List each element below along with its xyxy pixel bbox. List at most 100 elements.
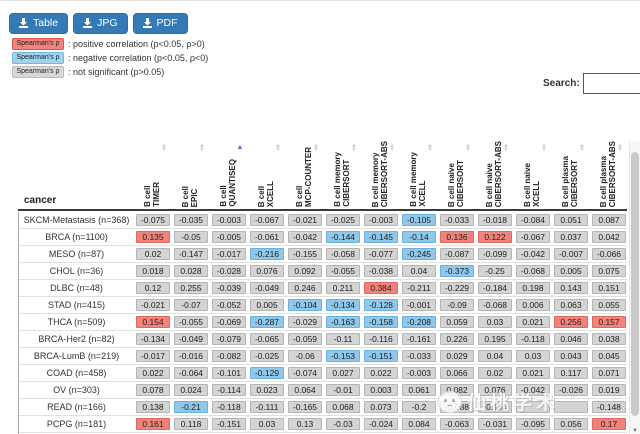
table-row[interactable]: DLBC (n=48) 0.12 0.255 -0.039 -0.049 0.246 0.2… [19,280,627,297]
table-row[interactable]: BRCA-Her2 (n=82) -0.134 -0.049 -0.079 -0.065… [19,331,627,348]
correlation-cell: 0.076 [478,384,512,396]
correlation-cell: -0.024 [364,418,398,430]
correlation-cell: 0.022 [136,367,170,379]
correlation-cell: 0.075 [592,265,626,277]
column-header-epic[interactable]: B cell EPIC [173,186,207,207]
column-header-label: B cell memory CIBERSORT [333,152,351,207]
correlation-cell: 0.005 [250,299,284,311]
table-row[interactable]: MESO (n=87) 0.02 -0.147 -0.017 -0.216 -0.155-… [19,246,627,263]
correlation-cell: -0.075 [136,214,170,226]
correlation-cell: -0.064 [174,367,208,379]
correlation-cell: 0.018 [136,265,170,277]
correlation-cell: 0.12 [136,282,170,294]
correlation-cell: 0.076 [250,265,284,277]
correlation-cell: -0.055 [174,316,208,328]
column-header-xcell[interactable]: B cell XCELL [249,181,283,207]
column-header-timer[interactable]: B cell TIMER [135,182,169,207]
sort-icon[interactable]: ▲ ▼ [275,143,281,153]
export-jpg-button[interactable]: JPG [73,13,128,34]
correlation-cell: 0.03 [516,350,550,362]
correlation-cell: -0.035 [174,214,208,226]
cancer-column-header: cancer [24,195,57,206]
search-input[interactable] [583,73,640,94]
correlation-cell: 0.04 [402,265,436,277]
correlation-cell: 0.136 [440,231,474,243]
correlation-cell: 0.122 [478,231,512,243]
scrollbar-thumb[interactable] [631,152,639,416]
column-header-xcell[interactable]: B cell memory XCELL [401,152,435,207]
correlation-cell: -0.068 [478,299,512,311]
sort-icon[interactable]: ▲ ▼ [617,143,623,153]
correlation-cell: -0.208 [402,316,436,328]
column-header-label: B cell naive XCELL [523,162,541,207]
correlation-cell: 0.226 [440,333,474,345]
column-header-label: B cell MCP-COUNTER [295,147,313,207]
table-row[interactable]: CHOL (n=36) 0.018 0.028 -0.028 0.076 0.092 -0.… [19,263,627,280]
table-row[interactable]: OV (n=303) 0.078 0.024 -0.114 0.023 0.064 -0.0… [19,382,627,399]
correlation-cell: -0.07 [174,299,208,311]
correlation-cell: 0.151 [592,282,626,294]
column-header-cibersort[interactable]: B cell naive CIBERSORT [439,160,473,207]
correlation-cell: -0.055 [326,265,360,277]
correlation-cell: -0.033 [402,350,436,362]
table-row[interactable]: STAD (n=415) -0.021 -0.07 -0.052 0.005 -0.104… [19,297,627,314]
correlation-cell: -0.065 [250,333,284,345]
correlation-cell: -0.287 [250,316,284,328]
column-header-mcp-counter[interactable]: B cell MCP-COUNTER [287,147,321,207]
correlation-cell: 0.135 [136,231,170,243]
export-toolbar: Table JPG PDF [9,13,188,34]
table-row[interactable]: BRCA (n=1100) 0.135 -0.05 -0.005 -0.061 -0.04… [19,229,627,246]
sort-icon[interactable]: ▲ ▼ [351,143,357,153]
correlation-cell: -0.21 [174,401,208,413]
vertical-scrollbar[interactable]: ▼ [629,141,640,434]
cancer-name-cell: BRCA (n=1100) [45,232,108,242]
column-header-cibersort[interactable]: B cell memory CIBERSORT [325,152,359,207]
correlation-cell: -0.016 [174,350,208,362]
sort-icon[interactable]: ▲ ▼ [313,143,319,153]
sort-icon[interactable]: ▲ ▼ [579,143,585,153]
sort-icon[interactable]: ▲ ▼ [465,143,471,153]
correlation-cell: 0.078 [136,384,170,396]
column-header-cibersort[interactable]: B cell plasma CIBERSORT [553,156,587,207]
correlation-cell: -0.129 [250,367,284,379]
correlation-cell: -0.104 [288,299,322,311]
table-row[interactable]: PCPG (n=181) 0.161 0.118 -0.151 0.03 0.13 -0.0… [19,416,627,433]
correlation-cell: -0.007 [554,248,588,260]
correlation-cell: -0.229 [440,282,474,294]
correlation-cell: -0.049 [250,282,284,294]
correlation-cell: -0.134 [326,299,360,311]
table-row[interactable]: COAD (n=458) 0.022 -0.064 -0.101 -0.129 -0.07… [19,365,627,382]
correlation-cell: 0.056 [554,418,588,430]
sort-icon[interactable]: ▲ ▼ [161,143,167,153]
correlation-cell: -0.145 [364,231,398,243]
correlation-cell: -0.05 [174,231,208,243]
correlation-cell: 0.003 [364,384,398,396]
correlation-cell: 0.051 [554,214,588,226]
table-row[interactable]: READ (n=166) 0.138 -0.21 -0.118 -0.111 -0.165… [19,399,627,416]
correlation-cell: 0.019 [592,384,626,396]
sort-icon[interactable]: ▲ ▼ [389,143,395,153]
correlation-cell: 0.04 [478,350,512,362]
correlation-cell: -0.116 [364,333,398,345]
table-row[interactable]: SKCM-Metastasis (n=368) -0.075 -0.035 -0.00… [19,212,627,229]
table-row[interactable]: THCA (n=509) 0.154 -0.055 -0.069 -0.287 -0.02… [19,314,627,331]
legend-positive: Spearman's ρ : positive correlation (p<0… [12,37,208,51]
sort-icon[interactable]: ▲ ▼ [427,143,433,153]
correlation-cell: -0.151 [212,418,246,430]
sort-asc-active-icon[interactable]: ▲ [236,144,244,151]
scrollbar-down-arrow[interactable]: ▼ [632,428,638,434]
export-pdf-button[interactable]: PDF [132,13,188,34]
column-header-quantiseq[interactable]: B cell QUANTISEQ [211,159,245,207]
correlation-cell: -0.003 [364,214,398,226]
correlation-cell: 0.154 [136,316,170,328]
export-table-button[interactable]: Table [9,13,69,34]
column-header-xcell[interactable]: B cell naive XCELL [515,163,549,207]
table-row[interactable]: BRCA-LumB (n=219) -0.017 -0.016 -0.082 -0.02… [19,348,627,365]
cancer-name-cell: STAD (n=415) [47,300,106,310]
sort-icon[interactable]: ▲ ▼ [503,143,509,153]
sort-icon[interactable]: ▲ ▼ [199,143,205,153]
sort-icon[interactable]: ▲ ▼ [541,143,547,153]
correlation-cell: -0.039 [212,282,246,294]
correlation-cell: -0.001 [402,299,436,311]
correlation-cell: -0.068 [516,265,550,277]
